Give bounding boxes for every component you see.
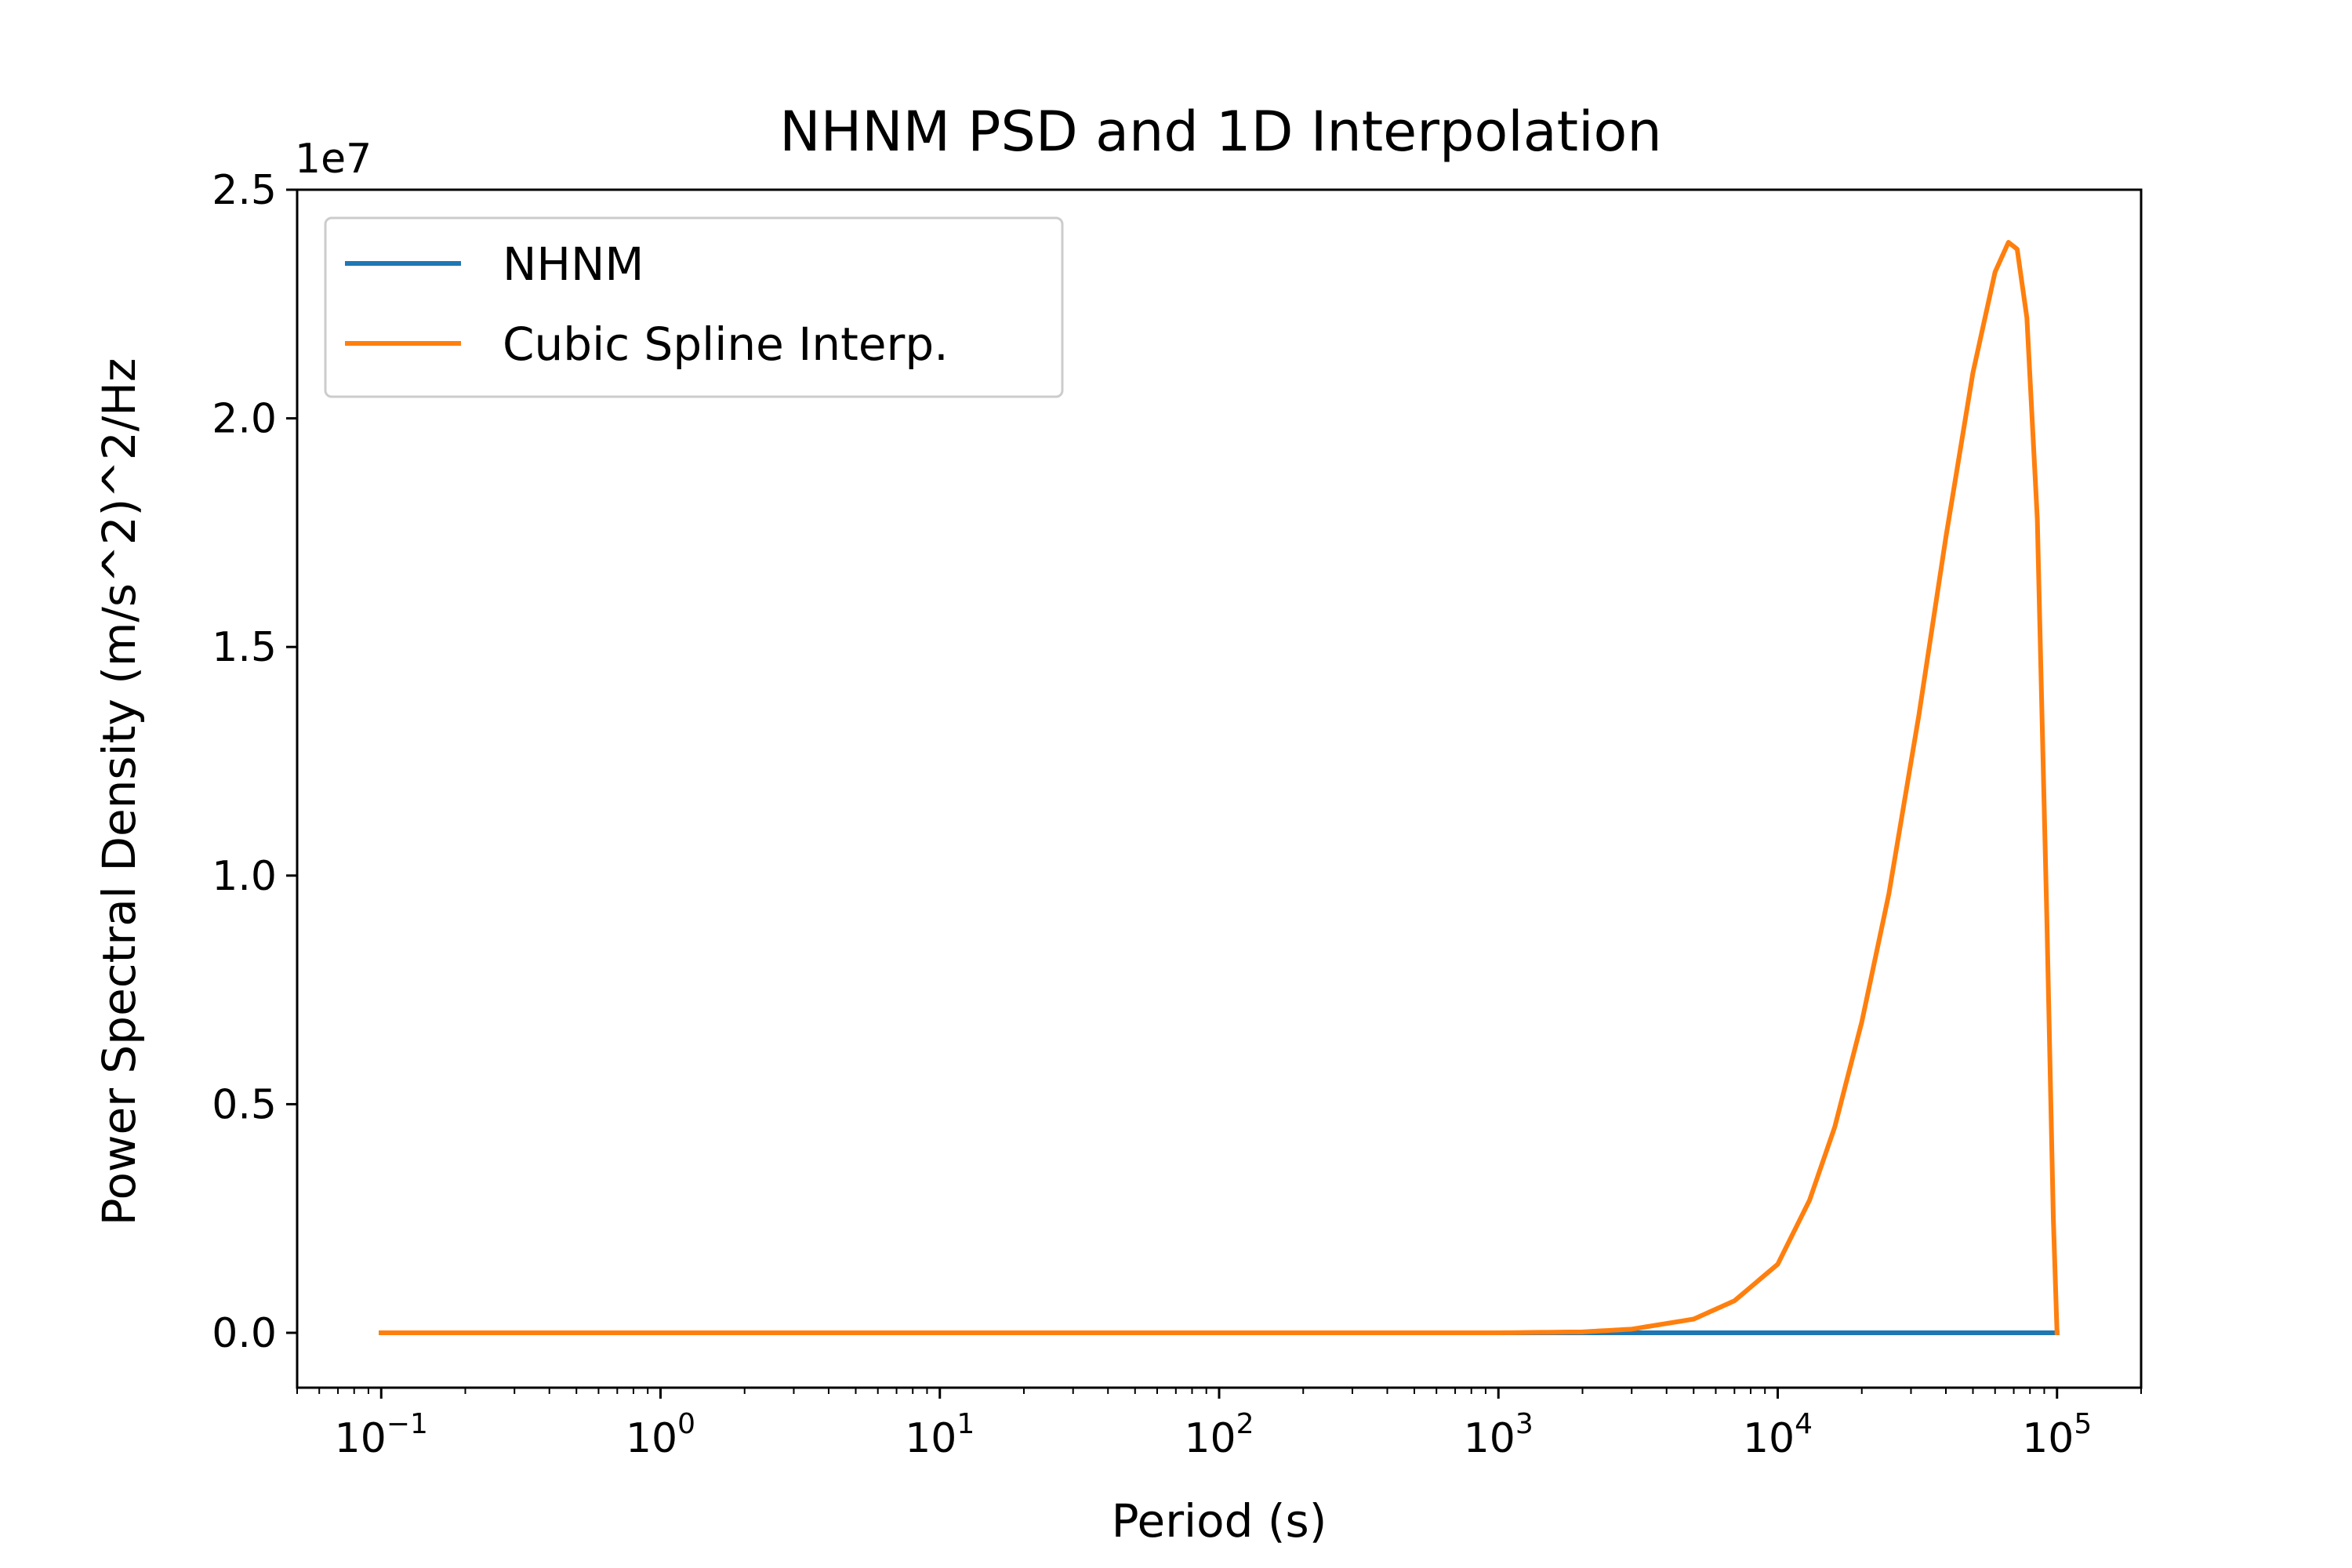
y-tick-label: 0.5	[212, 1081, 277, 1128]
y-tick-label: 0.0	[212, 1310, 277, 1357]
x-tick-label: 103	[1464, 1408, 1534, 1462]
y-tick-label: 2.0	[212, 396, 277, 443]
legend: NHNM Cubic Spline Interp.	[324, 216, 1064, 398]
plot-area: 0.00.51.01.52.02.5 10−1 100 101 102 103 104 10…	[212, 167, 2143, 1462]
x-tick-label: 104	[1743, 1408, 1813, 1462]
x-tick-label: 10−1	[335, 1408, 428, 1462]
y-tick-label: 2.5	[212, 167, 277, 214]
y-tick-label: 1.5	[212, 624, 277, 671]
x-axis-label: Period (s)	[1112, 1494, 1327, 1548]
y-tick-label: 1.0	[212, 853, 277, 900]
legend-label-nhnm: NHNM	[503, 238, 644, 291]
y-axis-label: Power Spectral Density (m/s^2)^2/Hz	[93, 358, 146, 1226]
series-line-cubic-spline	[379, 240, 2060, 1336]
y-axis-ticks: 0.0 0.5 1.0 1.5 2.0 2.5	[212, 167, 297, 1357]
y-axis-offset-text: 1e7	[295, 136, 372, 183]
chart-title: NHNM PSD and 1D Interpolation	[779, 100, 1661, 164]
x-tick-label: 101	[905, 1408, 975, 1462]
legend-box	[324, 216, 1064, 398]
x-tick-label: 100	[626, 1408, 695, 1462]
legend-label-spline: Cubic Spline Interp.	[503, 318, 949, 371]
series-lines	[379, 240, 2060, 1336]
x-axis-ticks: 10−1 100 101 102 103 104 105	[296, 1388, 2142, 1462]
x-tick-label: 105	[2022, 1408, 2092, 1462]
x-tick-label: 102	[1184, 1408, 1254, 1462]
